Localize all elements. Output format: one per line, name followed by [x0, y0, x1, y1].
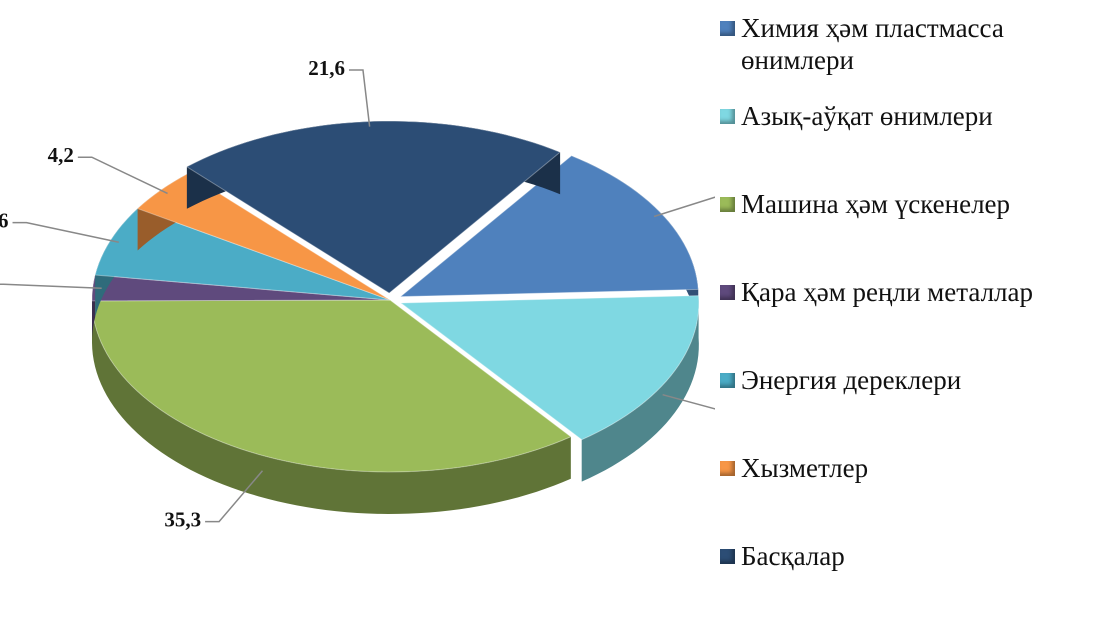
legend-label: Химия ҳәм пластмасса өнимлери — [741, 13, 1004, 75]
legend: Химия ҳәм пластмасса өнимлери Азық-аўқат … — [720, 12, 1090, 628]
legend-item: Машина ҳәм үскенелер — [720, 188, 1090, 276]
data-label: 4,2 — [48, 143, 74, 167]
legend-label: Азық-аўқат өнимлери — [741, 101, 993, 131]
legend-swatch — [720, 197, 735, 212]
legend-label: Энергия дереклери — [741, 365, 962, 395]
legend-item: Басқалар — [720, 540, 1090, 628]
legend-swatch — [720, 549, 735, 564]
leader-line — [205, 470, 264, 523]
legend-label: Хызметлер — [741, 453, 869, 483]
legend-swatch — [720, 373, 735, 388]
legend-item: Энергия дереклери — [720, 364, 1090, 452]
slice — [399, 295, 700, 482]
data-label: 6,6 — [0, 208, 9, 232]
legend-swatch — [720, 285, 735, 300]
legend-swatch — [720, 461, 735, 476]
legend-label: Қара ҳәм реңли металлар — [741, 277, 1034, 307]
legend-item: Хызметлер — [720, 452, 1090, 540]
legend-swatch — [720, 109, 735, 124]
legend-swatch — [720, 21, 735, 36]
data-label: 21,6 — [308, 56, 345, 80]
leader-line — [77, 156, 168, 195]
slice-side — [92, 300, 571, 514]
leader-line — [0, 283, 102, 289]
leader-line — [348, 69, 371, 127]
legend-item: Қара ҳәм реңли металлар — [720, 276, 1090, 364]
legend-item: Химия ҳәм пластмасса өнимлери — [720, 12, 1090, 100]
slice-top — [399, 295, 700, 441]
chart: 14,615,335,32,46,64,221,6 — [0, 56, 715, 531]
legend-item: Азық-аўқат өнимлери — [720, 100, 1090, 188]
slice — [91, 299, 572, 514]
leader-line — [653, 196, 715, 218]
legend-label: Басқалар — [741, 541, 845, 571]
leader-line — [12, 221, 119, 244]
leader-line — [662, 393, 715, 410]
legend-label: Машина ҳәм үскенелер — [741, 189, 1011, 219]
data-label: 35,3 — [164, 507, 201, 531]
slice-top — [91, 299, 572, 473]
slice-side — [581, 295, 699, 482]
